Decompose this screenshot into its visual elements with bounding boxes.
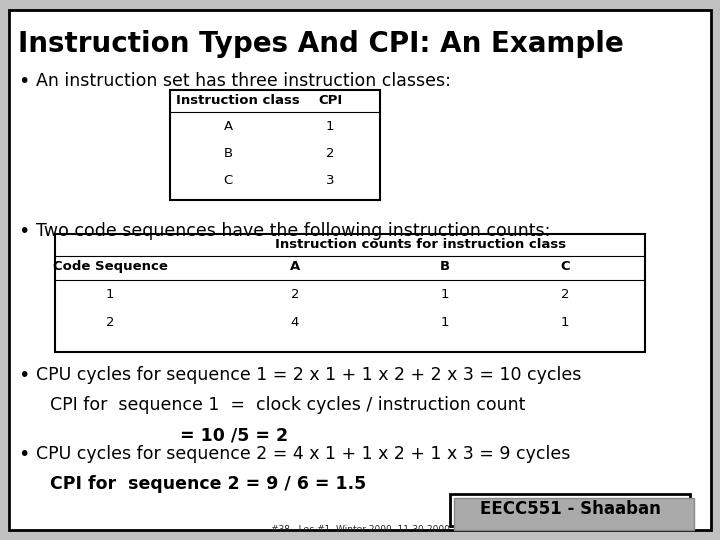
Text: 3: 3 xyxy=(325,174,334,187)
Text: 4: 4 xyxy=(291,316,300,329)
Text: Two code sequences have the following instruction counts:: Two code sequences have the following in… xyxy=(36,222,550,240)
Text: Instruction Types And CPI: An Example: Instruction Types And CPI: An Example xyxy=(18,30,624,58)
Text: C: C xyxy=(560,260,570,273)
Text: 1: 1 xyxy=(561,316,570,329)
Text: B: B xyxy=(440,260,450,273)
Text: 1: 1 xyxy=(325,120,334,133)
Text: 1: 1 xyxy=(441,316,449,329)
Text: = 10 /5 = 2: = 10 /5 = 2 xyxy=(180,426,288,444)
Text: 2: 2 xyxy=(561,288,570,301)
Text: 2: 2 xyxy=(106,316,114,329)
Text: •: • xyxy=(18,445,30,464)
Text: CPU cycles for sequence 1 = 2 x 1 + 1 x 2 + 2 x 3 = 10 cycles: CPU cycles for sequence 1 = 2 x 1 + 1 x … xyxy=(36,366,581,384)
Text: 2: 2 xyxy=(325,147,334,160)
Text: A: A xyxy=(223,120,233,133)
Bar xyxy=(454,498,694,530)
Bar xyxy=(170,90,380,200)
Bar xyxy=(55,234,645,352)
Text: •: • xyxy=(18,72,30,91)
Text: •: • xyxy=(18,222,30,241)
Text: B: B xyxy=(223,147,233,160)
Text: •: • xyxy=(18,366,30,385)
Text: CPU cycles for sequence 2 = 4 x 1 + 1 x 2 + 1 x 3 = 9 cycles: CPU cycles for sequence 2 = 4 x 1 + 1 x … xyxy=(36,445,570,463)
Text: 1: 1 xyxy=(441,288,449,301)
Text: C: C xyxy=(223,174,233,187)
Text: Instruction counts for instruction class: Instruction counts for instruction class xyxy=(275,238,567,251)
Text: CPI: CPI xyxy=(318,94,342,107)
Text: EECC551 - Shaaban: EECC551 - Shaaban xyxy=(480,500,660,518)
Text: 2: 2 xyxy=(291,288,300,301)
Text: An instruction set has three instruction classes:: An instruction set has three instruction… xyxy=(36,72,451,90)
Text: Instruction class: Instruction class xyxy=(176,94,300,107)
Text: A: A xyxy=(290,260,300,273)
Bar xyxy=(450,494,690,526)
Text: Code Sequence: Code Sequence xyxy=(53,260,168,273)
Text: 1: 1 xyxy=(106,288,114,301)
Text: CPI for  sequence 1  =  clock cycles / instruction count: CPI for sequence 1 = clock cycles / inst… xyxy=(50,396,526,414)
Text: #38   Lec #1  Winter 2000  11-30-2000: #38 Lec #1 Winter 2000 11-30-2000 xyxy=(271,525,449,534)
Text: CPI for  sequence 2 = 9 / 6 = 1.5: CPI for sequence 2 = 9 / 6 = 1.5 xyxy=(50,475,366,493)
